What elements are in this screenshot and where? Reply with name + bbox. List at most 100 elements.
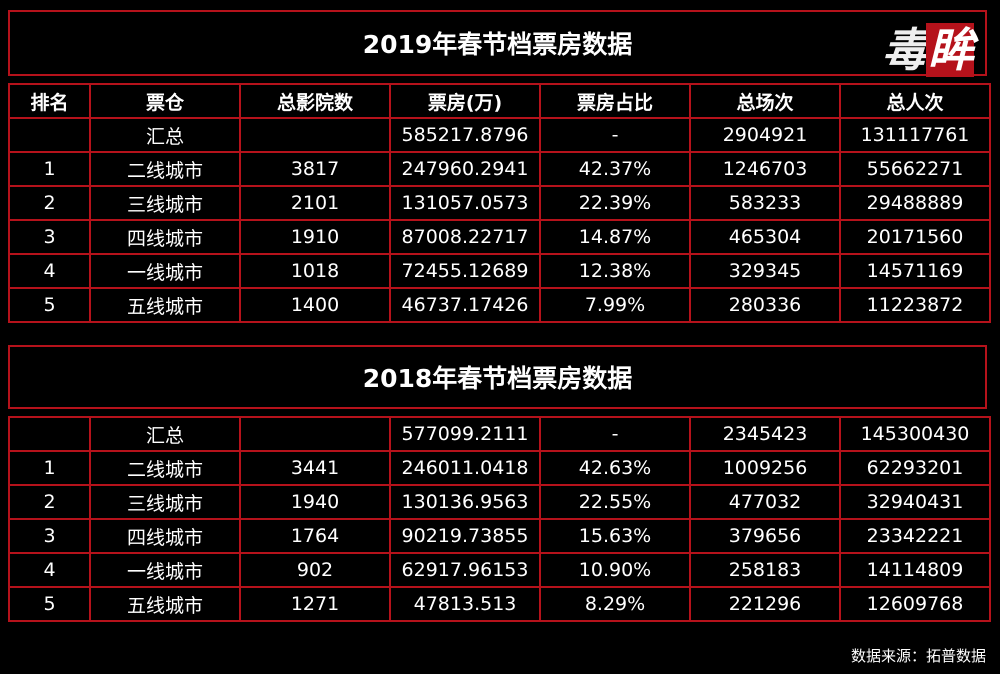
cell-screenings: 1246703	[689, 151, 841, 187]
cell-share: 42.63%	[539, 450, 691, 486]
cell-cinemas: 1271	[239, 586, 391, 622]
cell-admissions: 11223872	[839, 287, 991, 323]
cell-cinemas	[239, 416, 391, 452]
cell-share: 15.63%	[539, 518, 691, 554]
cell-share: 12.38%	[539, 253, 691, 289]
cell-tier: 三线城市	[89, 484, 241, 520]
cell-admissions: 62293201	[839, 450, 991, 486]
cell-rank	[8, 416, 91, 452]
cell-screenings: 280336	[689, 287, 841, 323]
cell-rank: 5	[8, 287, 91, 323]
cell-admissions: 32940431	[839, 484, 991, 520]
section-title-2019: 2019年春节档票房数据	[8, 10, 987, 76]
data-source-note: 数据来源：拓普数据	[850, 647, 986, 665]
cell-boxoffice: 62917.96153	[389, 552, 541, 588]
cell-share: -	[539, 416, 691, 452]
cell-admissions: 20171560	[839, 219, 991, 255]
cell-rank: 3	[8, 518, 91, 554]
cell-tier: 三线城市	[89, 185, 241, 221]
table-row: 4 一线城市 902 62917.96153 10.90% 258183 14114809	[8, 552, 991, 588]
table-row: 3 四线城市 1764 90219.73855 15.63% 379656 23342221	[8, 518, 991, 554]
header-share: 票房占比	[539, 83, 691, 119]
table-2019: 排名 票仓 总影院数 票房(万) 票房占比 总场次 总人次 汇总 585217.8…	[8, 83, 991, 323]
cell-admissions: 23342221	[839, 518, 991, 554]
table-row: 2 三线城市 2101 131057.0573 22.39% 583233 29488889	[8, 185, 991, 221]
logo-part1: 毒	[882, 23, 928, 77]
cell-tier: 五线城市	[89, 287, 241, 323]
cell-screenings: 1009256	[689, 450, 841, 486]
header-boxoffice: 票房(万)	[389, 83, 541, 119]
cell-boxoffice: 585217.8796	[389, 117, 541, 153]
cell-boxoffice: 47813.513	[389, 586, 541, 622]
cell-tier: 汇总	[89, 416, 241, 452]
cell-tier: 四线城市	[89, 518, 241, 554]
cell-boxoffice: 72455.12689	[389, 253, 541, 289]
header-rank: 排名	[8, 83, 91, 119]
cell-rank: 4	[8, 253, 91, 289]
cell-boxoffice: 577099.2111	[389, 416, 541, 452]
header-cinemas: 总影院数	[239, 83, 391, 119]
header-row: 排名 票仓 总影院数 票房(万) 票房占比 总场次 总人次	[8, 83, 991, 119]
cell-rank: 1	[8, 450, 91, 486]
cell-rank: 2	[8, 484, 91, 520]
cell-rank: 4	[8, 552, 91, 588]
cell-rank	[8, 117, 91, 153]
table-body-2018: 汇总 577099.2111-2345423 145300430 1 二线城市 3441 2…	[8, 416, 991, 622]
table-row: 2 三线城市 1940 130136.9563 22.55% 477032 32940431	[8, 484, 991, 520]
cell-admissions: 12609768	[839, 586, 991, 622]
cell-cinemas: 1764	[239, 518, 391, 554]
cell-cinemas: 3441	[239, 450, 391, 486]
cell-rank: 2	[8, 185, 91, 221]
table-row: 汇总 585217.8796-2904921 131117761	[8, 117, 991, 153]
cell-cinemas: 1910	[239, 219, 391, 255]
cell-cinemas: 3817	[239, 151, 391, 187]
cell-rank: 1	[8, 151, 91, 187]
cell-boxoffice: 90219.73855	[389, 518, 541, 554]
table-body-2019: 汇总 585217.8796-2904921 131117761 1 二线城市 3817 2…	[8, 117, 991, 323]
cell-share: 10.90%	[539, 552, 691, 588]
cell-share: 8.29%	[539, 586, 691, 622]
cell-tier: 四线城市	[89, 219, 241, 255]
cell-screenings: 2904921	[689, 117, 841, 153]
cell-boxoffice: 46737.17426	[389, 287, 541, 323]
cell-admissions: 131117761	[839, 117, 991, 153]
table-row: 3 四线城市 1910 87008.22717 14.87% 465304 20171560	[8, 219, 991, 255]
cell-screenings: 221296	[689, 586, 841, 622]
brand-logo: 毒眸	[882, 14, 974, 80]
cell-admissions: 14571169	[839, 253, 991, 289]
table-row: 5 五线城市 1400 46737.17426 7.99% 280336 11223872	[8, 287, 991, 323]
cell-admissions: 14114809	[839, 552, 991, 588]
cell-cinemas: 2101	[239, 185, 391, 221]
cell-share: 22.55%	[539, 484, 691, 520]
table-row: 汇总 577099.2111-2345423 145300430	[8, 416, 991, 452]
cell-admissions: 145300430	[839, 416, 991, 452]
cell-tier: 二线城市	[89, 151, 241, 187]
cell-boxoffice: 246011.0418	[389, 450, 541, 486]
cell-cinemas: 1940	[239, 484, 391, 520]
cell-tier: 一线城市	[89, 253, 241, 289]
section-title-2018: 2018年春节档票房数据	[8, 345, 987, 409]
cell-admissions: 55662271	[839, 151, 991, 187]
cell-cinemas: 1018	[239, 253, 391, 289]
cell-share: -	[539, 117, 691, 153]
table-row: 1 二线城市 3441 246011.0418 42.63% 1009256 6229320…	[8, 450, 991, 486]
cell-tier: 一线城市	[89, 552, 241, 588]
cell-boxoffice: 87008.22717	[389, 219, 541, 255]
cell-screenings: 583233	[689, 185, 841, 221]
cell-screenings: 329345	[689, 253, 841, 289]
header-screenings: 总场次	[689, 83, 841, 119]
cell-rank: 3	[8, 219, 91, 255]
cell-rank: 5	[8, 586, 91, 622]
cell-screenings: 477032	[689, 484, 841, 520]
header-tier: 票仓	[89, 83, 241, 119]
cell-boxoffice: 130136.9563	[389, 484, 541, 520]
cell-share: 22.39%	[539, 185, 691, 221]
cell-admissions: 29488889	[839, 185, 991, 221]
cell-share: 7.99%	[539, 287, 691, 323]
cell-screenings: 465304	[689, 219, 841, 255]
cell-screenings: 258183	[689, 552, 841, 588]
header-admissions: 总人次	[839, 83, 991, 119]
cell-tier: 二线城市	[89, 450, 241, 486]
cell-tier: 五线城市	[89, 586, 241, 622]
cell-cinemas: 1400	[239, 287, 391, 323]
